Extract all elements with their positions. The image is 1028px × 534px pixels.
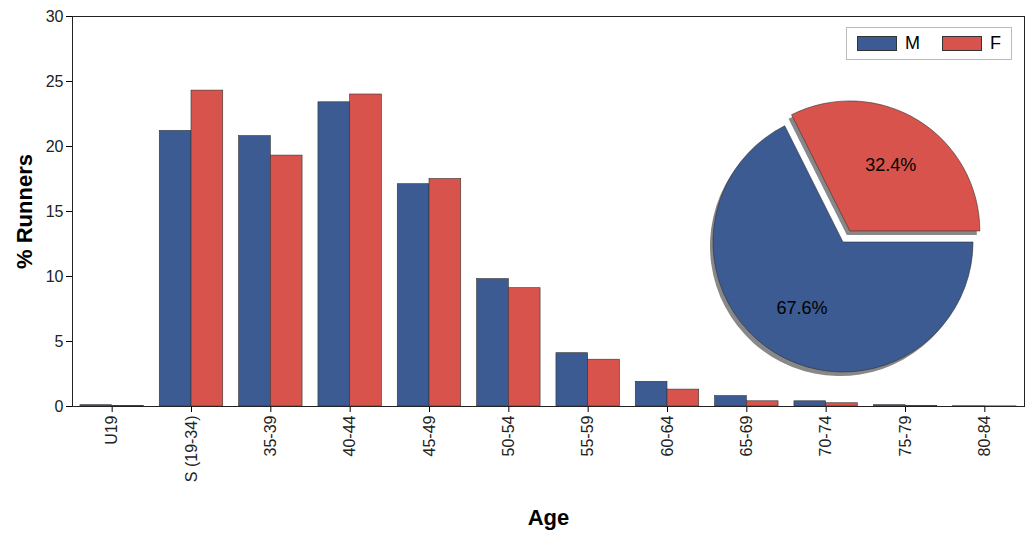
svg-text:75-79: 75-79 <box>897 415 914 456</box>
svg-text:40-44: 40-44 <box>341 415 358 456</box>
svg-text:32.4%: 32.4% <box>865 155 916 175</box>
svg-text:15: 15 <box>46 203 64 220</box>
svg-text:35-39: 35-39 <box>262 415 279 456</box>
svg-text:U19: U19 <box>103 415 120 444</box>
svg-text:0: 0 <box>55 398 64 415</box>
svg-text:5: 5 <box>55 333 64 350</box>
svg-text:% Runners: % Runners <box>12 154 37 269</box>
svg-text:Age: Age <box>528 505 570 530</box>
svg-text:67.6%: 67.6% <box>777 298 828 318</box>
svg-text:80-84: 80-84 <box>976 415 993 456</box>
svg-text:S (19-34): S (19-34) <box>183 416 200 483</box>
svg-text:60-64: 60-64 <box>659 415 676 456</box>
html-text:M: M <box>905 33 920 53</box>
svg-text:55-59: 55-59 <box>579 415 596 456</box>
svg-text:45-49: 45-49 <box>421 415 438 456</box>
html-text:F: F <box>990 33 1001 53</box>
svg-text:50-54: 50-54 <box>500 415 517 456</box>
svg-text:20: 20 <box>46 138 64 155</box>
svg-text:70-74: 70-74 <box>817 415 834 456</box>
svg-text:65-69: 65-69 <box>738 415 755 456</box>
svg-text:30: 30 <box>46 8 64 25</box>
svg-text:25: 25 <box>46 73 64 90</box>
svg-text:10: 10 <box>46 268 64 285</box>
